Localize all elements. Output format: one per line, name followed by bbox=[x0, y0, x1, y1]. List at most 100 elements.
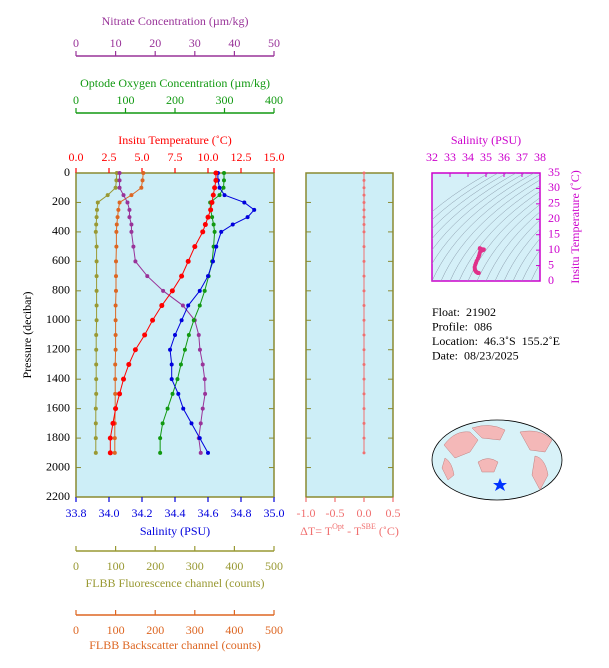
profile-point bbox=[95, 200, 100, 205]
map-land bbox=[443, 431, 479, 459]
profile-point bbox=[202, 288, 207, 293]
x-tick-label: 5.0 bbox=[135, 150, 150, 164]
profile-point bbox=[94, 288, 99, 293]
y-tick-label: 20 bbox=[548, 211, 560, 225]
profile-point bbox=[142, 332, 148, 338]
isopycnal bbox=[432, 173, 490, 213]
isopycnal bbox=[432, 173, 535, 265]
profile-point bbox=[186, 333, 191, 337]
profile-point bbox=[169, 362, 174, 367]
profile-point bbox=[196, 333, 201, 337]
x-axis-label-part: - T bbox=[344, 524, 362, 538]
profile-point bbox=[121, 193, 126, 198]
profile-point bbox=[94, 259, 99, 264]
info-line: Date: 08/23/2025 bbox=[432, 348, 519, 362]
profile-point bbox=[210, 192, 216, 198]
profile-point bbox=[362, 289, 366, 293]
profile-point bbox=[113, 347, 118, 352]
float-marker bbox=[493, 478, 507, 491]
info-line: Float: 21902 bbox=[432, 305, 496, 319]
profile-point bbox=[205, 214, 211, 220]
profile-point bbox=[105, 193, 110, 198]
world-map bbox=[431, 419, 563, 501]
x-axis-label-part: ΔT= T bbox=[300, 524, 333, 538]
profile-point bbox=[362, 200, 366, 204]
y-tick-label: 1800 bbox=[46, 430, 70, 444]
profile-point bbox=[185, 258, 191, 264]
x-axis-label: ΔT= TOpt - TSBE (˚C) bbox=[300, 522, 399, 538]
profile-point bbox=[221, 185, 226, 190]
profile-point bbox=[222, 178, 227, 183]
isopycnal bbox=[440, 179, 540, 281]
profile-point bbox=[214, 244, 219, 249]
profile-point bbox=[113, 303, 118, 308]
x-tick-label: 0.0 bbox=[357, 506, 372, 520]
y-axis-label: Pressure (decibar) bbox=[20, 292, 34, 379]
x-tick-label: 400 bbox=[225, 559, 243, 573]
profile-point bbox=[117, 171, 122, 175]
y-tick-label: 35 bbox=[548, 165, 560, 179]
profile-point bbox=[173, 333, 177, 337]
y-axis-label: Insitu Temperature (˚C) bbox=[568, 170, 582, 284]
y-tick-label: 600 bbox=[52, 253, 70, 267]
x-tick-label: 50 bbox=[268, 36, 280, 50]
x-tick-label: 300 bbox=[186, 559, 204, 573]
profile-point bbox=[112, 436, 117, 441]
profile-point bbox=[362, 223, 366, 227]
profile-point bbox=[213, 177, 219, 183]
profile-point bbox=[170, 391, 175, 396]
profile-point bbox=[112, 450, 117, 455]
profile-point bbox=[206, 274, 210, 279]
profile-point bbox=[245, 215, 250, 220]
profile-point bbox=[110, 420, 116, 426]
profile-point bbox=[160, 421, 165, 426]
y-tick-label: 2200 bbox=[46, 489, 70, 503]
x-tick-label: 0 bbox=[73, 36, 79, 50]
isopycnal bbox=[485, 211, 540, 281]
map-land bbox=[471, 425, 506, 441]
profile-point bbox=[217, 185, 222, 190]
profile-point bbox=[180, 303, 185, 308]
profile-point bbox=[362, 178, 366, 182]
x-tick-label: 200 bbox=[166, 93, 184, 107]
profile-point bbox=[117, 178, 122, 183]
profile-point bbox=[107, 450, 113, 456]
x-tick-label: 12.5 bbox=[231, 150, 252, 164]
profile-point bbox=[181, 406, 186, 411]
profile-point bbox=[179, 273, 185, 279]
profile-point bbox=[203, 391, 208, 396]
y-tick-label: 5 bbox=[548, 257, 554, 271]
x-tick-label: 400 bbox=[265, 93, 283, 107]
profile-point bbox=[94, 244, 99, 249]
profile-point bbox=[107, 435, 113, 441]
x-tick-label: 35.0 bbox=[264, 506, 285, 520]
profile-point bbox=[212, 185, 218, 191]
x-tick-label: 34.0 bbox=[99, 506, 120, 520]
profile-point bbox=[191, 318, 196, 323]
profile-point bbox=[93, 229, 98, 234]
x-axis-label: Insitu Temperature (˚C) bbox=[118, 133, 232, 147]
y-tick-label: 800 bbox=[52, 283, 70, 297]
profile-point bbox=[161, 288, 166, 293]
profile-point bbox=[362, 318, 366, 322]
profile-point bbox=[127, 207, 132, 212]
profile-point bbox=[362, 451, 366, 455]
isopycnal bbox=[458, 191, 540, 281]
ts-point bbox=[476, 270, 481, 275]
profile-line bbox=[169, 173, 255, 454]
x-tick-label: 0.5 bbox=[386, 506, 401, 520]
profile-point bbox=[169, 377, 174, 382]
profile-point bbox=[94, 391, 99, 396]
profile-point bbox=[202, 377, 207, 382]
profile-point bbox=[197, 436, 202, 441]
x-tick-label: 15.0 bbox=[264, 150, 285, 164]
isopycnal bbox=[432, 173, 517, 240]
profile-point bbox=[362, 193, 366, 197]
profile-point bbox=[117, 200, 122, 205]
profile-point bbox=[362, 436, 366, 440]
x-tick-label: 500 bbox=[265, 623, 283, 637]
map-land bbox=[477, 458, 499, 473]
x-tick-label: 400 bbox=[225, 623, 243, 637]
profile-point bbox=[362, 245, 366, 249]
profile-point bbox=[176, 391, 181, 396]
